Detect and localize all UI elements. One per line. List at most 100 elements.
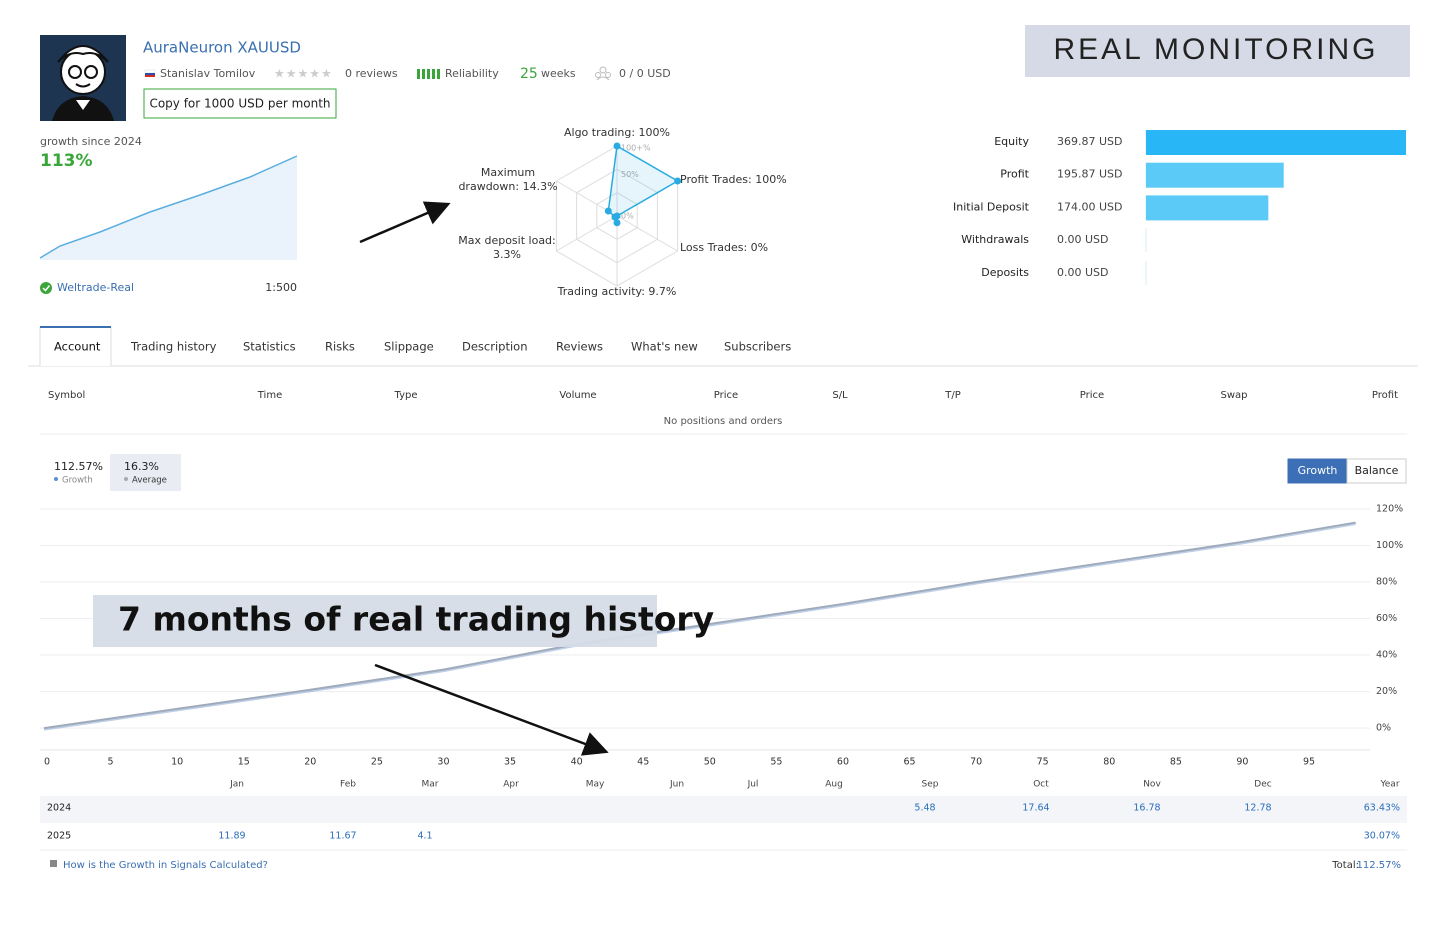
column-header: Volume: [559, 390, 596, 401]
copy-button[interactable]: [143, 88, 337, 119]
month-value: 11.67: [329, 831, 356, 842]
toggle-button-label[interactable]: Growth: [1298, 464, 1338, 477]
y-tick-label: 0%: [1376, 723, 1391, 734]
total-value: 112.57%: [1357, 860, 1402, 871]
monthly-table: Jan Feb Mar Apr May Jun Jul Aug Sep Oct Nov Dec Year…: [40, 780, 1407, 851]
radar-ring-label: 100+%: [621, 144, 651, 153]
balance-label: Deposits: [981, 266, 1029, 279]
month-value: 63.43%: [1364, 803, 1400, 814]
y-tick-label: 20%: [1376, 686, 1397, 697]
month-header: Jan: [229, 780, 244, 790]
tab[interactable]: Risks: [325, 340, 355, 354]
month-header: Mar: [422, 780, 439, 790]
month-header: Dec: [1254, 780, 1271, 790]
year-label: 2025: [47, 831, 71, 842]
growth-chart: 112.57% Growth 16.3% Average Growth Balance 0%…: [40, 454, 1407, 768]
weeks-count: 25: [520, 66, 538, 82]
tab[interactable]: Description: [462, 340, 528, 354]
column-header: Time: [257, 390, 282, 401]
year-label: 2024: [47, 803, 71, 814]
x-tick-label: 85: [1170, 757, 1182, 768]
info-icon: [50, 860, 57, 867]
radar-point: [613, 142, 621, 150]
tab[interactable]: Trading history: [130, 340, 217, 354]
tab[interactable]: What's new: [631, 340, 698, 354]
x-tick-label: 75: [1037, 757, 1049, 768]
stat-label: Growth: [62, 476, 93, 486]
radar-point: [674, 177, 682, 185]
growth-value: 113%: [40, 151, 93, 171]
month-header: May: [586, 780, 605, 790]
radar-label: drawdown: 14.3%: [458, 180, 557, 193]
balance-bar: [1146, 195, 1269, 221]
month-value: 17.64: [1022, 803, 1049, 814]
radar-label: Algo trading: 100%: [564, 126, 670, 139]
radar-ring-label: 0%: [621, 212, 634, 221]
x-tick-label: 50: [704, 757, 716, 768]
x-tick-label: 60: [837, 757, 849, 768]
leverage: 1:500: [265, 281, 297, 294]
radar-label: Profit Trades: 100%: [680, 173, 787, 186]
x-tick-label: 5: [108, 757, 114, 768]
radar-label: Trading activity: 9.7%: [557, 285, 677, 298]
author[interactable]: Stanislav Tomilov: [160, 67, 256, 80]
balance-value: 0.00 USD: [1057, 233, 1109, 246]
column-header: Price: [1080, 390, 1104, 401]
column-header: Price: [714, 390, 738, 401]
month-header: Sep: [922, 780, 939, 790]
toggle-button-label[interactable]: Balance: [1355, 464, 1399, 477]
radar-label: Max deposit load:: [458, 234, 556, 247]
x-tick-label: 30: [437, 757, 449, 768]
y-tick-label: 60%: [1376, 613, 1397, 624]
arrow: [374, 663, 609, 756]
weeks-label: weeks: [541, 67, 576, 80]
copy-button-label[interactable]: Copy for 1000 USD per month: [149, 97, 330, 111]
signal-name[interactable]: AuraNeuron XAUUSD: [143, 39, 301, 57]
total-label: Total:: [1331, 860, 1359, 871]
month-header: Feb: [340, 780, 356, 790]
x-tick-label: 10: [171, 757, 183, 768]
footer-link[interactable]: How is the Growth in Signals Calculated?: [63, 860, 268, 871]
annotation-box: [93, 595, 657, 647]
balance-value: 369.87 USD: [1057, 135, 1123, 148]
stat-dot: [54, 477, 58, 481]
month-value: 11.89: [218, 831, 245, 842]
radar-chart: 100+% 50% 0% Algo trading: 100% Profit Trade…: [458, 126, 786, 298]
stat-value: 112.57%: [54, 460, 103, 473]
balance-bar: [1146, 162, 1284, 188]
y-tick-label: 40%: [1376, 650, 1397, 661]
tab[interactable]: Reviews: [556, 340, 603, 354]
row-bg: [40, 796, 1407, 821]
radar-label: 3.3%: [493, 248, 521, 261]
x-tick-label: 80: [1103, 757, 1115, 768]
month-value: 4.1: [417, 831, 432, 842]
tab[interactable]: Account: [54, 340, 101, 354]
x-tick-label: 15: [238, 757, 250, 768]
balance-value: 195.87 USD: [1057, 168, 1123, 181]
stars: ★★★★★: [274, 67, 333, 81]
y-tick-label: 100%: [1376, 540, 1403, 551]
broker[interactable]: Weltrade-Real: [57, 281, 134, 294]
subscribers: 0 / 0 USD: [619, 67, 671, 80]
growth-label: growth since 2024: [40, 135, 142, 148]
reviews[interactable]: 0 reviews: [345, 67, 398, 80]
tab[interactable]: Subscribers: [724, 340, 791, 354]
x-tick-label: 40: [571, 757, 583, 768]
tab[interactable]: Slippage: [384, 340, 434, 354]
month-header: Nov: [1143, 780, 1161, 790]
radar-label: Maximum: [481, 166, 535, 179]
column-header: Profit: [1372, 390, 1398, 401]
column-header: Type: [394, 390, 418, 401]
stat-value: 16.3%: [124, 460, 159, 473]
radar-area: [607, 144, 680, 224]
balance-label: Initial Deposit: [953, 200, 1030, 213]
month-value: 5.48: [914, 803, 935, 814]
positions-table: Symbol Time Type Volume Price S/L T/P Price Swap…: [48, 390, 1398, 427]
toggle-button[interactable]: [1346, 458, 1407, 484]
balance-label: Profit: [1000, 168, 1029, 181]
balance-value: 0.00 USD: [1057, 266, 1109, 279]
tab[interactable]: Statistics: [243, 340, 296, 354]
growth-line: [43, 521, 1356, 730]
stat-average-box: [110, 454, 181, 491]
